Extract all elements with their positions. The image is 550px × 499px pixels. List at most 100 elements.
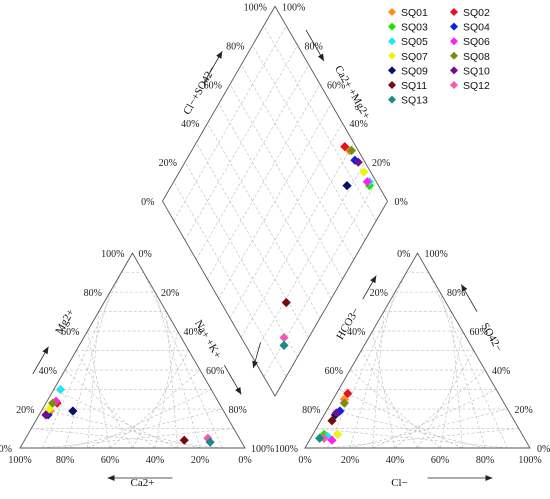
grid-line <box>87 311 100 449</box>
point-diamond-sq12 <box>279 332 289 343</box>
tick-label-mg: 100% <box>101 249 124 260</box>
arrow-cl-head <box>485 475 493 481</box>
data-points <box>41 142 375 447</box>
diamond-frame <box>161 5 389 397</box>
tick-label-so4: 20% <box>515 405 533 416</box>
arrow-ca-mg-head <box>317 53 324 62</box>
point-diamond-sq08 <box>346 145 357 156</box>
tick-label-cl-so4: 100% <box>244 2 267 13</box>
point-cation-sq11 <box>179 435 189 445</box>
point-anion-sq08 <box>339 398 349 408</box>
tick-label-mg: 20% <box>16 405 34 416</box>
grid-line <box>327 272 407 449</box>
point-diamond-sq11 <box>281 297 291 308</box>
grid-line <box>64 292 111 449</box>
axis-title-cl: Cl− <box>391 477 408 489</box>
tick-label-hco3: 100% <box>275 444 298 455</box>
arrow-hco3-head <box>370 275 377 284</box>
grid-line <box>75 350 133 449</box>
tick-label-hco3: 0% <box>397 249 410 260</box>
grid-lines <box>31 25 519 449</box>
axis-arrows <box>32 29 493 481</box>
legend-label-sq02: SQ02 <box>463 7 490 19</box>
grid-line <box>240 64 355 260</box>
grid-line <box>372 389 497 449</box>
tick-label-so4: 100% <box>425 249 448 260</box>
point-cation-sq07 <box>44 404 54 414</box>
tick-label-cl: 20% <box>341 455 359 466</box>
tick-label-hco3: 80% <box>302 405 320 416</box>
grid-line <box>132 350 190 449</box>
tick-label-cl-so4: 20% <box>159 158 177 169</box>
legend-label-sq10: SQ10 <box>463 65 490 77</box>
tick-label-cl-so4: 40% <box>181 119 199 130</box>
tick-label-na-k: 20% <box>161 288 179 299</box>
tick-label-mg: 0% <box>0 444 12 455</box>
tick-labels: 100%0% 100%0%100% 0%0%100%80%20% 80%20%80% 2… <box>0 2 550 466</box>
point-anion-sq06 <box>327 435 337 445</box>
grid-line <box>207 84 321 280</box>
legend-label-sq09: SQ09 <box>401 65 428 77</box>
point-cation-sq09 <box>68 406 78 416</box>
grid-line <box>428 272 508 449</box>
tick-label-ca: 60% <box>101 455 119 466</box>
point-cation-sq08 <box>48 398 58 408</box>
triangle-frame <box>19 252 246 449</box>
grid-line <box>439 292 486 449</box>
tick-label-na-k: 0% <box>139 249 152 260</box>
point-diamond-sq02 <box>340 142 350 152</box>
grid-line <box>184 45 298 241</box>
legend-label-sq01: SQ01 <box>401 7 428 19</box>
tick-label-ca: 20% <box>191 455 209 466</box>
grid-line <box>143 272 223 449</box>
grid-line <box>42 272 122 449</box>
legend-label-sq12: SQ12 <box>463 80 490 92</box>
tick-label-na-k: 60% <box>206 366 224 377</box>
point-diamond-sq06 <box>362 177 372 187</box>
legend-label-sq08: SQ08 <box>463 51 490 63</box>
tick-label-so4: 0% <box>537 444 550 455</box>
grid-line <box>372 311 385 449</box>
tick-label-ca-mg: 100% <box>282 2 305 13</box>
grid-line <box>229 84 343 280</box>
grid-line <box>173 25 287 221</box>
tick-label-ca: 0% <box>238 455 251 466</box>
tick-label-na-k: 80% <box>229 405 247 416</box>
legend-marker-sq10 <box>450 66 458 75</box>
tick-label-so4: 40% <box>492 366 510 377</box>
legend-marker-sq03 <box>388 22 396 31</box>
legend-marker-sq09 <box>388 66 396 75</box>
tick-label-na-k: 100% <box>251 444 274 455</box>
legend-label-sq07: SQ07 <box>401 51 428 63</box>
tick-label-ca-mg: 40% <box>350 119 368 130</box>
grid-line <box>360 350 418 449</box>
tick-label-hco3: 40% <box>347 327 365 338</box>
point-anion-sq11 <box>327 416 337 426</box>
legend-marker-sq04 <box>450 22 458 31</box>
legend-label-sq05: SQ05 <box>401 36 428 48</box>
legend: SQ01 SQ02 SQ03 SQ04 SQ05 SQ06 SQ07 SQ08 SQ09 SQ10… <box>388 7 490 107</box>
tick-label-mg: 60% <box>61 327 79 338</box>
legend-marker-sq11 <box>388 81 396 89</box>
tick-label-hco3: 20% <box>370 288 388 299</box>
grid-line <box>252 45 366 241</box>
tick-label-ca-mg: 20% <box>372 158 390 169</box>
tick-label-cl: 80% <box>476 455 494 466</box>
legend-label-sq13: SQ13 <box>401 95 428 107</box>
legend-marker-sq01 <box>388 8 396 16</box>
point-cation-sq05 <box>55 384 66 395</box>
tick-label-mg: 80% <box>84 288 102 299</box>
point-anion-sq10 <box>331 408 342 418</box>
tick-label-cl: 0% <box>298 455 311 466</box>
point-anion-sq07 <box>333 429 343 439</box>
grid-line <box>165 311 178 449</box>
grid-line <box>417 350 475 449</box>
grid-line <box>349 292 396 449</box>
legend-marker-sq06 <box>450 37 458 46</box>
legend-label-sq03: SQ03 <box>401 22 428 34</box>
arrow-so4-head <box>461 284 468 292</box>
tick-label-cl-so4: 80% <box>226 41 244 52</box>
grid-line <box>218 103 332 299</box>
legend-label-sq04: SQ04 <box>463 22 490 34</box>
tick-label-so4: 60% <box>470 327 488 338</box>
